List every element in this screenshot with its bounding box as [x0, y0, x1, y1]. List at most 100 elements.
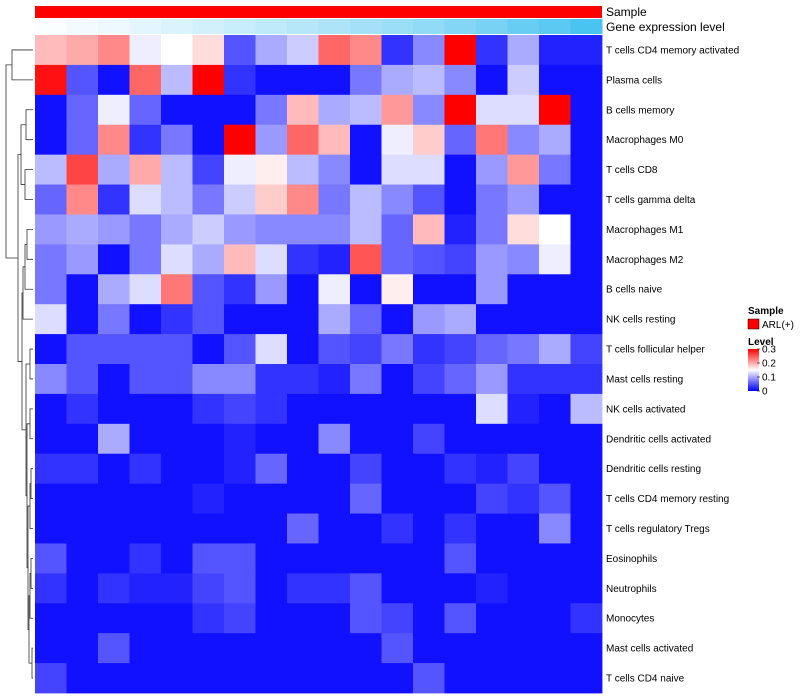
heatmap-cell	[539, 543, 571, 574]
heatmap-cell	[161, 543, 193, 574]
heatmap-cell	[381, 663, 414, 694]
heatmap-cell	[66, 573, 99, 604]
heatmap-cell	[192, 184, 225, 215]
heatmap-cell	[287, 633, 319, 664]
heatmap-cell	[444, 603, 477, 634]
heatmap-cell	[255, 423, 288, 455]
heatmap-cell	[66, 274, 99, 305]
heatmap-cell	[381, 274, 414, 305]
expression-annotation-label: Gene expression level	[606, 20, 725, 34]
heatmap-cell	[444, 184, 477, 215]
dendrogram-branch	[22, 266, 33, 320]
heatmap-cell	[570, 483, 603, 514]
dendrogram-branch	[31, 647, 33, 679]
heatmap-cell	[224, 513, 256, 544]
heatmap-cell	[444, 483, 477, 514]
heatmap-cell	[224, 393, 256, 425]
sample-annotation-label: Sample	[606, 5, 647, 19]
heatmap-cell	[224, 603, 256, 634]
heatmap-cell	[35, 64, 67, 96]
heatmap-cell	[98, 334, 130, 365]
heatmap-cell	[66, 35, 99, 66]
heatmap-cell	[381, 64, 414, 96]
legend-tick-label: 0.1	[762, 373, 776, 384]
row-label: Neutrophils	[606, 584, 657, 595]
heatmap-cell	[507, 64, 540, 96]
heatmap-cell	[318, 573, 351, 604]
heatmap-cell	[287, 214, 319, 245]
heatmap-cell	[318, 304, 351, 335]
heatmap-cell	[444, 364, 477, 395]
heatmap-cell	[161, 513, 193, 544]
heatmap-cell	[539, 154, 571, 185]
dendrogram-branch	[28, 595, 32, 664]
heatmap-cell	[287, 154, 319, 185]
expression-annotation-cell	[381, 19, 414, 34]
heatmap-cell	[224, 124, 256, 156]
row-labels: T cells CD4 memory activated Plasma cells…	[606, 45, 739, 684]
heatmap-cell	[161, 393, 193, 425]
heatmap-cell	[129, 603, 162, 634]
heatmap-cell	[129, 423, 162, 455]
heatmap-cell	[318, 244, 351, 275]
heatmap-cell	[413, 483, 445, 514]
heatmap-cell	[318, 513, 351, 544]
heatmap-cell	[255, 453, 288, 485]
heatmap-cell	[35, 393, 67, 425]
heatmap-cell	[224, 663, 256, 694]
heatmap-cell	[98, 513, 130, 544]
heatmap-cell	[507, 483, 540, 514]
heatmap-cell	[66, 633, 99, 664]
heatmap-cell	[129, 184, 162, 215]
dendrogram-branch	[29, 572, 33, 619]
legend-tick-label: 0.3	[762, 345, 776, 356]
heatmap-cell	[476, 94, 508, 126]
row-label: Dendritic cells activated	[606, 434, 711, 445]
heatmap-cell	[161, 633, 193, 664]
heatmap-cell	[413, 64, 445, 96]
heatmap-cell	[255, 304, 288, 335]
heatmap-cell	[413, 364, 445, 395]
heatmap-cell	[35, 214, 67, 245]
heatmap-cell	[35, 663, 67, 694]
row-label: Eosinophils	[606, 554, 657, 565]
heatmap-cell	[570, 423, 603, 455]
heatmap-cell	[35, 364, 67, 395]
heatmap-cell	[224, 244, 256, 275]
heatmap-cell	[66, 184, 99, 215]
row-label: Mast cells activated	[606, 644, 693, 655]
heatmap-cell	[507, 154, 540, 185]
heatmap-cell	[287, 184, 319, 215]
heatmap-cell	[570, 663, 603, 694]
heatmap-cell	[129, 214, 162, 245]
heatmap-cell	[570, 214, 603, 245]
heatmap-cell	[35, 94, 67, 126]
heatmap-cell	[539, 364, 571, 395]
heatmap-cell	[98, 154, 130, 185]
heatmap-cell	[570, 184, 603, 215]
row-label: B cells naive	[606, 285, 663, 296]
expression-annotation-cell	[476, 19, 508, 34]
heatmap-cell	[381, 154, 414, 185]
heatmap-cell	[476, 214, 508, 245]
heatmap-cell	[476, 603, 508, 634]
heatmap-cell	[381, 124, 414, 156]
heatmap-cell	[539, 513, 571, 544]
heatmap-cell	[35, 244, 67, 275]
heatmap-cell	[507, 364, 540, 395]
dendrogram-branch	[25, 109, 33, 141]
heatmap-cell	[35, 513, 67, 544]
heatmap-cell	[539, 603, 571, 634]
row-label: T cells follicular helper	[606, 345, 705, 356]
heatmap-cell	[287, 94, 319, 126]
heatmap-cell	[192, 334, 225, 365]
row-dendrogram	[5, 49, 33, 679]
heatmap-cell	[507, 94, 540, 126]
heatmap-cell	[35, 304, 67, 335]
expression-annotation-cell	[570, 19, 603, 34]
heatmap-cell	[35, 483, 67, 514]
heatmap-cell	[318, 453, 351, 485]
heatmap-cell	[350, 423, 382, 455]
heatmap-cell	[35, 543, 67, 574]
heatmap-cell	[35, 423, 67, 455]
